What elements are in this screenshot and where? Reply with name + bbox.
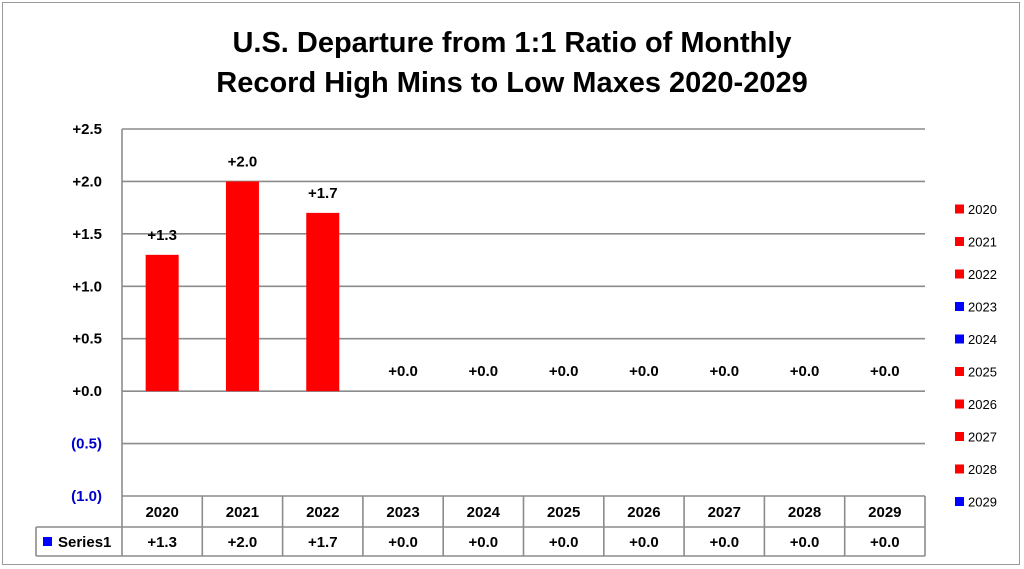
data-label: +2.0 — [228, 153, 258, 170]
bar — [145, 254, 179, 392]
bars — [145, 181, 340, 392]
x-tick-label: 2022 — [306, 504, 339, 521]
x-tick-label: 2024 — [467, 504, 501, 521]
table-cell-value: +0.0 — [790, 534, 820, 551]
bar — [306, 212, 340, 392]
y-tick-label: +1.5 — [72, 226, 102, 243]
x-tick-label: 2023 — [386, 504, 419, 521]
legend-swatch — [955, 464, 964, 474]
table-cell-value: +0.0 — [388, 534, 418, 551]
legend-label: 2026 — [968, 397, 997, 412]
legend-swatch — [955, 204, 964, 214]
legend-label: 2024 — [968, 332, 997, 347]
x-tick-label: 2020 — [145, 504, 178, 521]
x-tick-label: 2025 — [547, 504, 580, 521]
legend-label: 2021 — [968, 235, 997, 250]
legend-swatch — [955, 334, 964, 344]
table-cell-value: +0.0 — [870, 534, 900, 551]
series-name-label: Series1 — [58, 534, 111, 551]
data-table: 2020 +1.3 2021 +2.0 2022 +1.7 2023 +0.0 2024 +0.0… — [35, 496, 926, 557]
data-label: +0.0 — [388, 363, 418, 380]
y-tick-label: (0.5) — [71, 436, 102, 453]
x-tick-label: 2029 — [868, 504, 901, 521]
legend-swatch — [955, 237, 964, 246]
data-label: +0.0 — [790, 363, 820, 380]
legend-swatch — [955, 432, 964, 441]
data-labels: +1.3 +2.0 +1.7 +0.0 +0.0 +0.0 +0.0 +0.0 +0.0 +0.0 — [147, 153, 899, 380]
x-tick-label: 2021 — [226, 504, 259, 521]
legend-swatch — [955, 399, 964, 409]
y-tick-label: +1.0 — [72, 278, 102, 295]
legend-label: 2029 — [968, 495, 997, 510]
y-tick-label: +0.5 — [72, 331, 102, 348]
data-label: +0.0 — [549, 363, 579, 380]
chart-title-line-2: Record High Mins to Low Maxes 2020-2029 — [216, 67, 807, 99]
table-cell-value: +2.0 — [228, 534, 258, 551]
table-cell-value: +0.0 — [469, 534, 499, 551]
table-cell-value: +0.0 — [709, 534, 739, 551]
legend-swatch — [955, 497, 964, 506]
y-tick-label: +2.5 — [72, 121, 102, 138]
y-tick-label: (1.0) — [71, 488, 102, 505]
table-cell-value: +1.3 — [147, 534, 177, 551]
data-label: +0.0 — [629, 363, 659, 380]
legend-label: 2020 — [968, 202, 997, 217]
legend: 2020 2021 2022 2023 2024 2025 2026 2027 2028 2029 — [955, 202, 997, 510]
x-tick-label: 2027 — [708, 504, 741, 521]
legend-label: 2028 — [968, 462, 997, 477]
table-cell-value: +0.0 — [549, 534, 579, 551]
data-label: +0.0 — [469, 363, 499, 380]
axes: +2.5 +2.0 +1.5 +1.0 +0.5 +0.0 (0.5) (1.0) — [71, 121, 123, 505]
bar — [225, 181, 259, 392]
x-tick-label: 2028 — [788, 504, 821, 521]
legend-swatch — [955, 367, 964, 376]
y-tick-label: +2.0 — [72, 173, 102, 190]
data-label: +1.3 — [147, 227, 177, 244]
legend-swatch — [955, 269, 964, 279]
chart-title-line-1: U.S. Departure from 1:1 Ratio of Monthly — [232, 27, 791, 59]
data-label: +0.0 — [870, 363, 900, 380]
legend-swatch — [955, 302, 964, 311]
table-cell-value: +0.0 — [629, 534, 659, 551]
data-label: +1.7 — [308, 185, 338, 202]
table-cell-value: +1.7 — [308, 534, 338, 551]
data-label: +0.0 — [709, 363, 739, 380]
legend-label: 2022 — [968, 267, 997, 282]
legend-label: 2027 — [968, 430, 997, 445]
x-tick-label: 2026 — [627, 504, 660, 521]
legend-label: 2023 — [968, 300, 997, 315]
legend-label: 2025 — [968, 365, 997, 380]
series-legend-key — [43, 537, 52, 546]
y-tick-label: +0.0 — [72, 383, 102, 400]
